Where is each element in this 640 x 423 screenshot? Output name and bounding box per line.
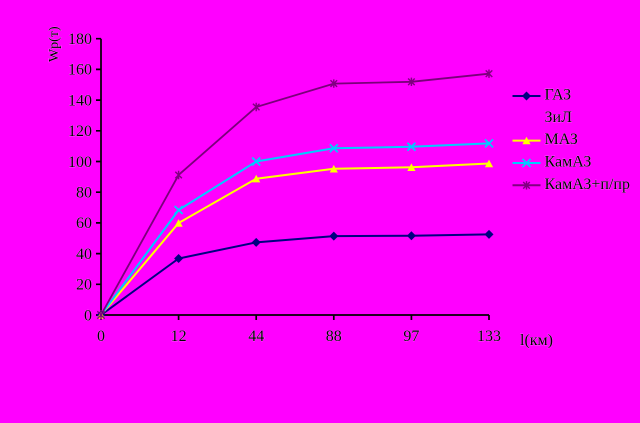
svg-text:100: 100 (68, 154, 92, 171)
svg-text:40: 40 (76, 246, 92, 263)
svg-text:140: 140 (68, 92, 92, 109)
svg-text:133: 133 (477, 328, 501, 345)
svg-text:20: 20 (76, 277, 92, 294)
svg-text:КамАЗ+п/пр: КамАЗ+п/пр (545, 176, 630, 193)
svg-text:12: 12 (171, 328, 187, 345)
svg-text:97: 97 (403, 328, 419, 345)
svg-text:0: 0 (84, 307, 92, 324)
svg-text:Wр(т): Wр(т) (47, 26, 62, 62)
svg-text:88: 88 (326, 328, 342, 345)
svg-text:l(км): l(км) (520, 332, 553, 349)
svg-text:МАЗ: МАЗ (545, 131, 578, 148)
svg-text:180: 180 (68, 31, 92, 48)
svg-text:80: 80 (76, 185, 92, 202)
svg-text:160: 160 (68, 62, 92, 79)
svg-text:60: 60 (76, 215, 92, 232)
svg-text:ЗиЛ: ЗиЛ (545, 109, 573, 126)
svg-text:0: 0 (97, 328, 105, 345)
svg-text:ГАЗ: ГАЗ (545, 87, 572, 104)
svg-text:44: 44 (248, 328, 264, 345)
svg-text:КамАЗ: КамАЗ (545, 154, 592, 171)
svg-text:120: 120 (68, 123, 92, 140)
